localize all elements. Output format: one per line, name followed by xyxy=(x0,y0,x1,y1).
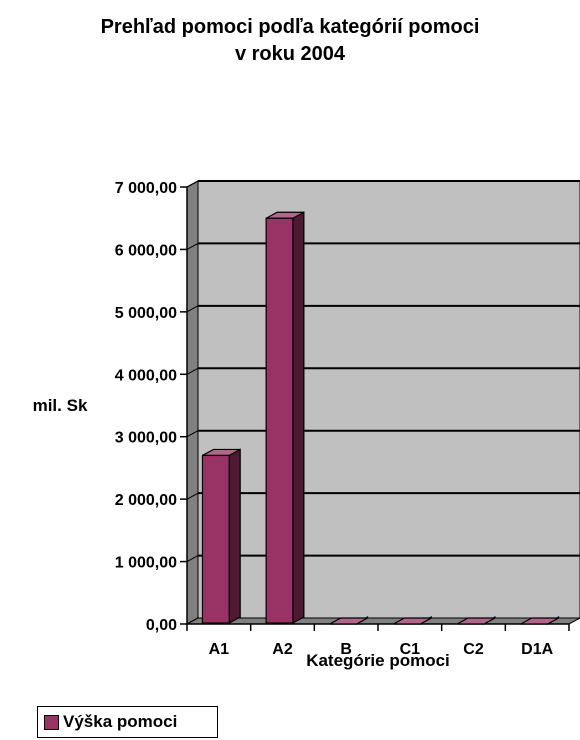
bar xyxy=(393,615,432,626)
gridline-side xyxy=(186,242,199,250)
x-tick-label: D1A xyxy=(521,641,553,658)
bar xyxy=(201,448,241,625)
gridlines xyxy=(186,180,580,563)
y-tick-label: 5 000,00 xyxy=(115,305,177,322)
bar xyxy=(456,615,496,626)
bar-side xyxy=(292,211,305,625)
y-tick-label: 0,00 xyxy=(146,617,177,634)
chart-title-line-2: v roku 2004 xyxy=(234,43,346,65)
plot-floor xyxy=(186,617,580,625)
bar-front xyxy=(201,454,230,624)
bar xyxy=(265,211,305,625)
y-tick-label: 6 000,00 xyxy=(115,242,177,259)
gridline-side xyxy=(186,555,199,563)
plot-side-wall xyxy=(186,180,199,625)
bar-top xyxy=(393,617,432,625)
legend-swatch xyxy=(44,714,59,730)
gridline-side xyxy=(186,492,199,500)
bar xyxy=(520,615,560,626)
y-tick-label: 4 000,00 xyxy=(115,367,177,384)
x-tick-label: C2 xyxy=(463,641,484,658)
x-tick-label: A1 xyxy=(209,641,230,658)
bar-side xyxy=(228,448,241,625)
chart-title: Prehľad pomoci podľa kategórií pomoci v … xyxy=(0,14,580,68)
bar-front xyxy=(265,217,294,624)
bar-chart: 0,00 1 000,00 2 000,00 3 000,00 4 000,00 5 00… xyxy=(33,180,580,670)
y-tick-label: 3 000,00 xyxy=(115,430,177,447)
y-axis: 0,00 1 000,00 2 000,00 3 000,00 4 000,00 5 00… xyxy=(115,180,188,634)
y-tick-label: 2 000,00 xyxy=(115,492,177,509)
x-tick-label: A2 xyxy=(272,641,293,658)
x-tick-label: B xyxy=(340,641,352,658)
gridline-side xyxy=(186,180,199,188)
bars xyxy=(201,211,560,626)
x-axis: A1 A2 B C1 C2 D1A xyxy=(186,623,570,658)
gridline-side xyxy=(186,305,199,313)
y-tick-label: 1 000,00 xyxy=(115,555,177,572)
gridline-side xyxy=(186,430,199,438)
bar xyxy=(329,615,369,626)
plot-back-wall xyxy=(197,180,580,619)
legend-label: Výška pomoci xyxy=(63,712,178,731)
bar-top xyxy=(520,617,559,625)
gridline-side xyxy=(186,367,199,375)
bar-top xyxy=(329,617,368,625)
y-tick-label: 7 000,00 xyxy=(115,180,177,197)
bar-top xyxy=(456,617,496,625)
legend: Výška pomoci xyxy=(37,706,218,738)
y-axis-label: mil. Sk xyxy=(33,396,88,415)
x-tick-label: C1 xyxy=(400,641,421,658)
chart-title-line-1: Prehľad pomoci podľa kategórií pomoci xyxy=(100,16,480,38)
x-axis-label: Kategórie pomoci xyxy=(306,651,450,670)
